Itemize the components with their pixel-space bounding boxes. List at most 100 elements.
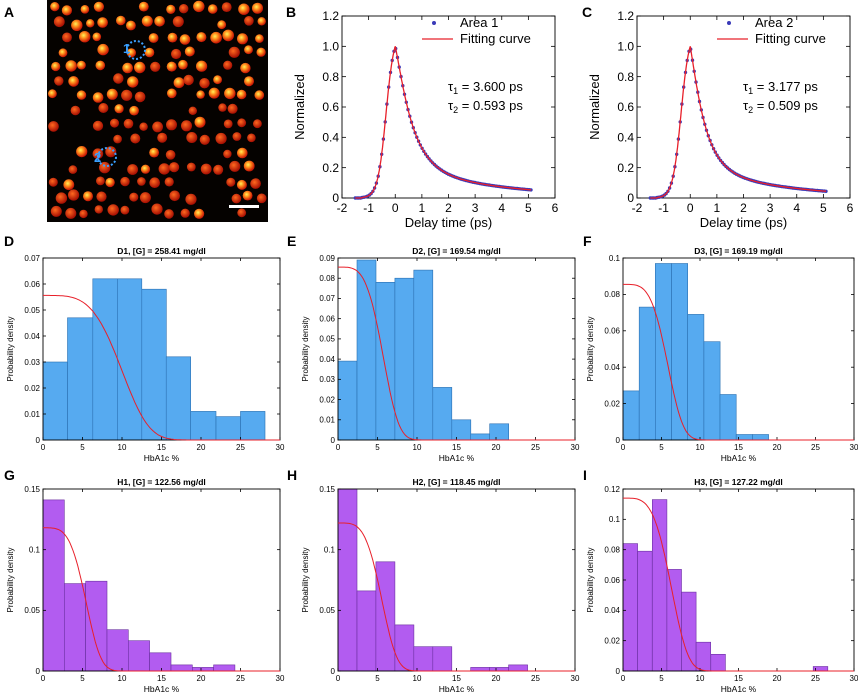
cell bbox=[86, 19, 95, 28]
histogram-bar bbox=[42, 361, 68, 441]
histogram-bar bbox=[394, 624, 415, 672]
cell bbox=[223, 149, 232, 159]
cell bbox=[126, 48, 136, 58]
cell bbox=[149, 177, 160, 188]
fit-curve bbox=[623, 497, 854, 672]
cell bbox=[172, 16, 184, 28]
cell bbox=[256, 193, 267, 204]
cell bbox=[166, 61, 177, 72]
x-tick-label: 1 bbox=[714, 201, 721, 215]
chart-panel-g: G 0 5 10 15 20 25 30 0 0.05 0.1 0.15 HbA1c % Probabil… bbox=[4, 467, 285, 694]
x-tick-label: 15 bbox=[452, 674, 461, 683]
cell bbox=[237, 147, 248, 159]
x-tick-label: 10 bbox=[413, 443, 422, 452]
x-tick-label: 10 bbox=[696, 674, 705, 683]
x-tick-label: 6 bbox=[847, 201, 854, 215]
x-tick-label: 25 bbox=[236, 674, 245, 683]
cell bbox=[208, 87, 220, 99]
panel-label-e: E bbox=[287, 233, 296, 249]
chart-panel-b: B -2 -1 0 1 2 3 4 5 6 0 0.2 0.4 0.6 0.8 1.0 1.2 Delay tim… bbox=[286, 4, 559, 230]
cell bbox=[166, 119, 177, 131]
y-tick-label: 0.15 bbox=[24, 485, 40, 494]
y-tick-label: 0.1 bbox=[324, 545, 336, 554]
cell bbox=[48, 177, 58, 187]
x-tick-label: 15 bbox=[734, 443, 743, 452]
legend-label: Fitting curve bbox=[460, 31, 531, 46]
y-axis-label: Probability density bbox=[6, 548, 15, 613]
cell bbox=[76, 146, 88, 158]
y-tick-label: 0.04 bbox=[24, 332, 40, 341]
chart-panel-i: I 0 5 10 15 20 25 30 0 0.02 0.04 0.06 0.08 0.1 0.12 HbA… bbox=[583, 467, 858, 694]
fit-curve bbox=[43, 294, 280, 441]
y-tick-label: 0.2 bbox=[617, 161, 634, 175]
x-tick-label: 30 bbox=[276, 443, 285, 452]
cell bbox=[244, 15, 254, 26]
cell bbox=[55, 192, 68, 204]
x-tick-label: 0 bbox=[392, 201, 399, 215]
histogram-bars bbox=[337, 259, 510, 441]
cell bbox=[68, 165, 78, 174]
chart-layer: B -2 -1 0 1 2 3 4 5 6 0 0.2 0.4 0.6 0.8 1.0 1.2 Delay tim… bbox=[4, 4, 858, 694]
y-axis-label: Probability density bbox=[586, 317, 595, 382]
cell bbox=[193, 0, 205, 13]
cell bbox=[200, 163, 212, 175]
y-tick-label: 0.07 bbox=[319, 294, 335, 303]
legend-label: Area 1 bbox=[460, 15, 498, 30]
y-tick-label: 1.0 bbox=[322, 40, 339, 54]
cell bbox=[181, 120, 192, 132]
cell bbox=[129, 192, 139, 202]
cell bbox=[186, 162, 196, 172]
cell bbox=[207, 4, 218, 14]
cell bbox=[120, 205, 130, 215]
cell bbox=[61, 5, 72, 16]
cell bbox=[51, 61, 61, 72]
histogram-bar bbox=[215, 416, 241, 441]
x-tick-label: 10 bbox=[118, 443, 127, 452]
histogram-bar bbox=[719, 394, 737, 441]
x-tick-label: 30 bbox=[571, 674, 580, 683]
cell bbox=[105, 177, 115, 188]
cell bbox=[213, 75, 223, 85]
histogram-bar bbox=[106, 629, 129, 672]
chart-title: H3, [G] = 127.22 mg/dl bbox=[694, 477, 783, 487]
x-tick-label: 5 bbox=[375, 443, 380, 452]
y-axis-label: Probability density bbox=[6, 317, 15, 382]
x-tick-label: 15 bbox=[734, 674, 743, 683]
y-axis-label: Probability density bbox=[301, 317, 310, 382]
chart-panel-d: D 0 5 10 15 20 25 30 0 0.01 0.02 0.03 0.04 0.05 0.06 0.… bbox=[4, 233, 285, 463]
panel-label-d: D bbox=[4, 233, 14, 249]
histogram-bar bbox=[666, 569, 682, 672]
histogram-bar bbox=[508, 664, 528, 672]
cell bbox=[79, 209, 88, 219]
fit-curve bbox=[338, 266, 575, 441]
y-tick-label: 0.04 bbox=[604, 363, 620, 372]
x-tick-label: -1 bbox=[658, 201, 669, 215]
cell bbox=[256, 47, 266, 57]
x-tick-label: 30 bbox=[850, 674, 858, 683]
y-tick-label: 0 bbox=[36, 436, 41, 445]
cell bbox=[80, 5, 90, 14]
x-axis-label: HbA1c % bbox=[721, 684, 757, 694]
cell bbox=[139, 192, 151, 204]
fitting-curve bbox=[355, 46, 532, 199]
x-tick-label: 10 bbox=[413, 674, 422, 683]
y-tick-label: 0 bbox=[331, 436, 336, 445]
cell bbox=[113, 73, 124, 84]
x-tick-label: 20 bbox=[197, 443, 206, 452]
cell bbox=[127, 164, 138, 175]
cell bbox=[166, 4, 176, 15]
cell bbox=[169, 162, 180, 173]
y-tick-label: 0 bbox=[331, 667, 336, 676]
histogram-bar bbox=[703, 341, 721, 441]
cell bbox=[148, 33, 159, 43]
cell bbox=[141, 15, 153, 27]
cell bbox=[83, 191, 93, 202]
y-tick-label: 0.04 bbox=[604, 606, 620, 615]
y-tick-label: 0 bbox=[332, 191, 339, 205]
tau2-annotation: τ2 = 0.593 ps bbox=[448, 98, 523, 115]
y-tick-label: 0.09 bbox=[319, 254, 335, 263]
chart-title: D2, [G] = 169.54 mg/dl bbox=[412, 246, 501, 256]
y-tick-label: 0.2 bbox=[322, 161, 339, 175]
cell bbox=[188, 106, 197, 116]
fit-curve bbox=[623, 283, 854, 441]
